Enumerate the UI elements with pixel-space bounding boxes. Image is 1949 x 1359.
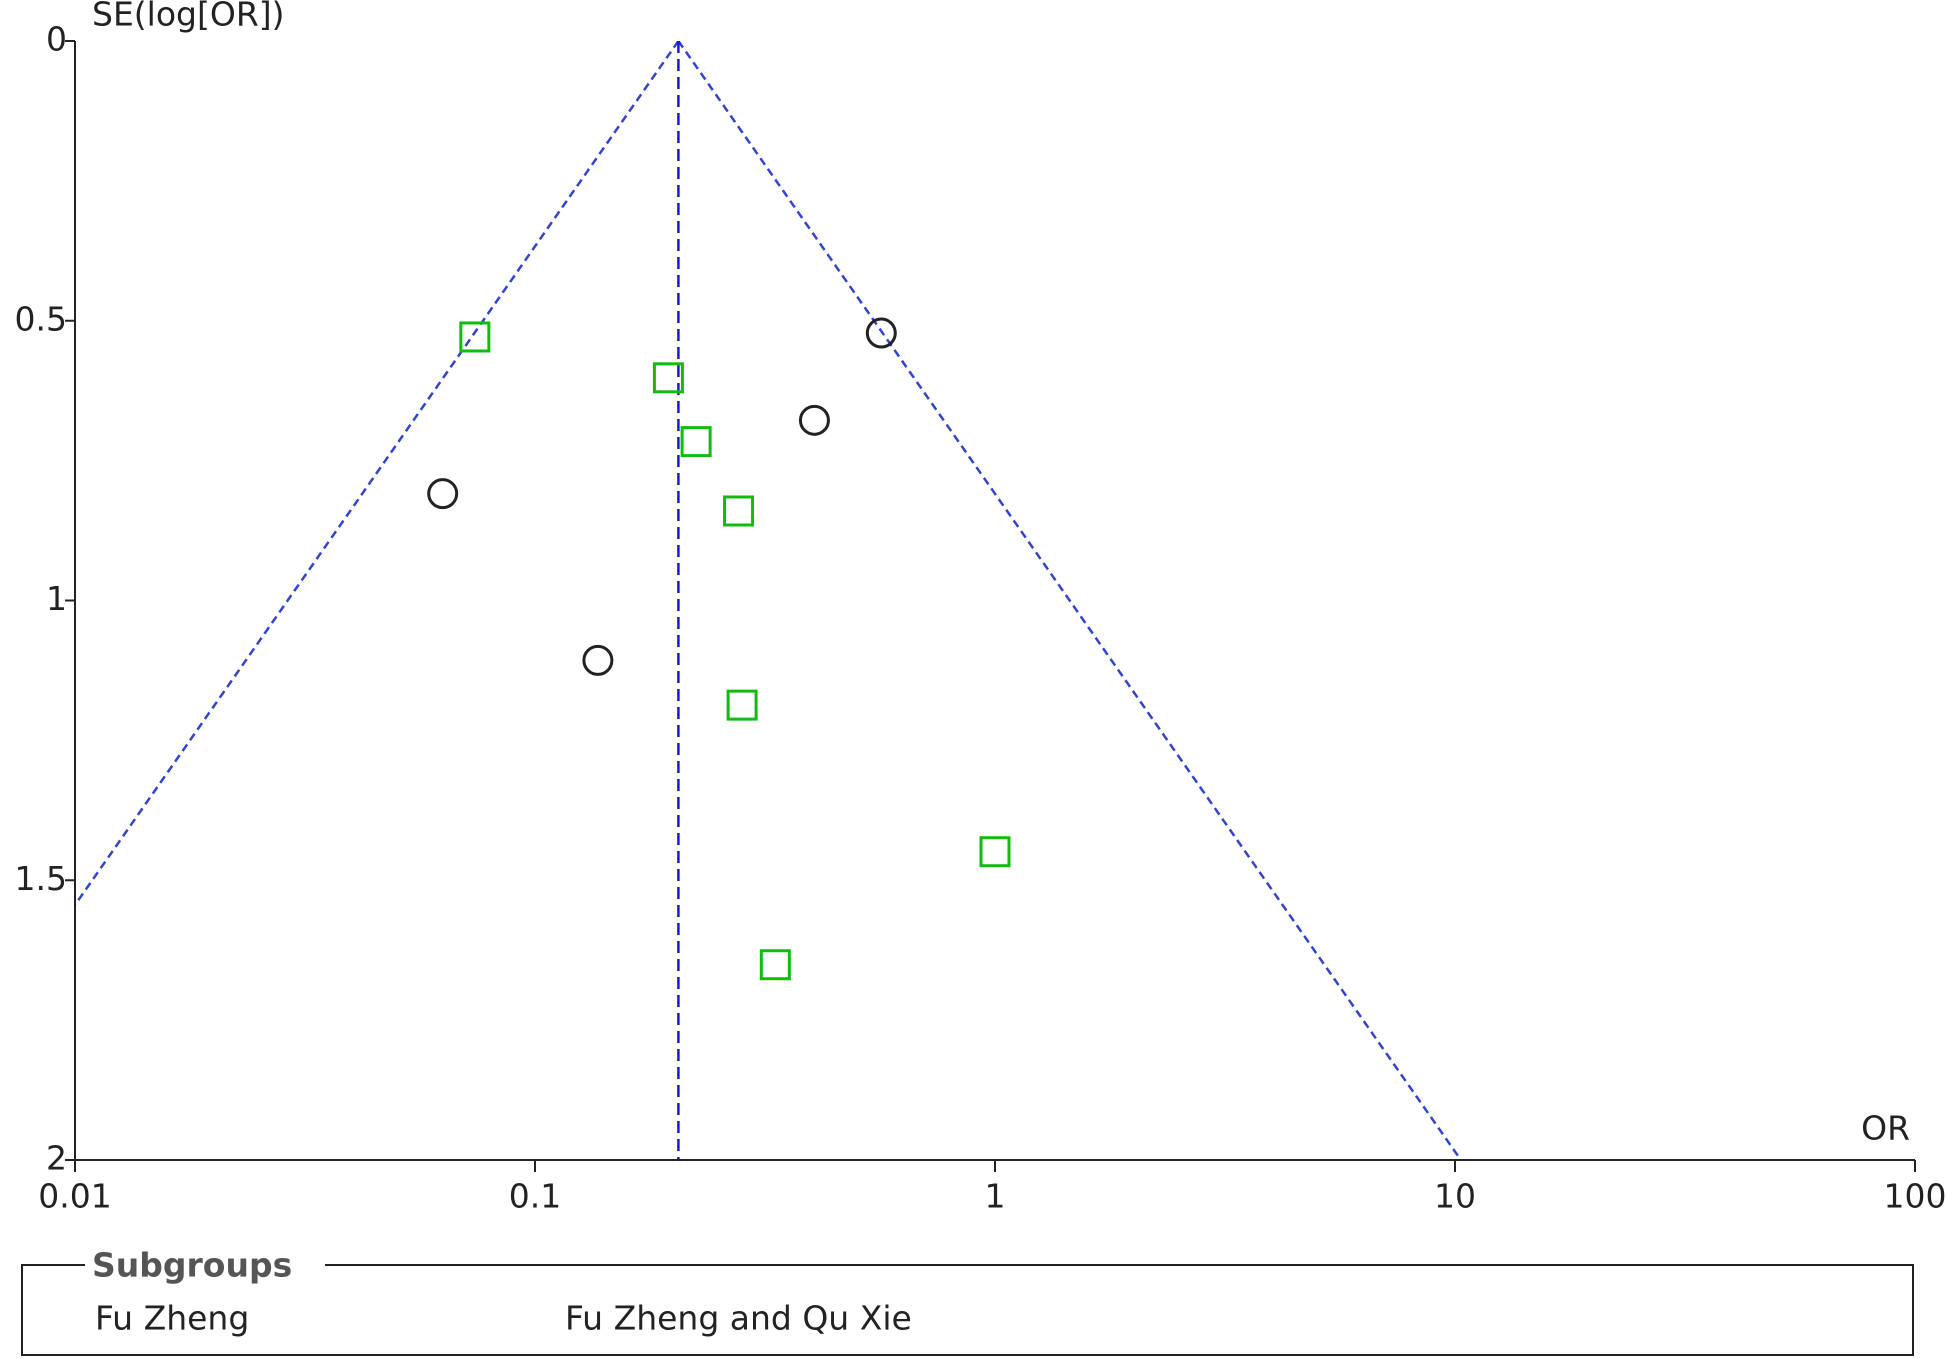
point xyxy=(759,949,791,981)
legend-title: Subgroups xyxy=(92,1246,292,1285)
point xyxy=(427,478,459,510)
legend-label: Fu Zheng xyxy=(95,1299,249,1338)
point xyxy=(652,362,684,394)
point xyxy=(459,321,491,353)
point xyxy=(865,317,897,349)
y-tick-label: 0.5 xyxy=(15,299,67,338)
legend-marker xyxy=(514,1296,542,1324)
y-tick-label: 0 xyxy=(46,20,67,59)
x-tick-label: 0.01 xyxy=(38,1177,111,1216)
point xyxy=(680,426,712,458)
legend-box xyxy=(21,1264,1914,1356)
legend-marker xyxy=(44,1296,72,1324)
y-tick-label: 1 xyxy=(46,579,67,618)
y-tick-label: 1.5 xyxy=(15,859,67,898)
point xyxy=(798,404,830,436)
funnel-line xyxy=(677,41,1462,1160)
point xyxy=(582,644,614,676)
funnel-line xyxy=(75,41,680,908)
x-tick-label: 10 xyxy=(1434,1177,1476,1216)
plot-area xyxy=(44,41,1462,1324)
x-axis-label: OR xyxy=(1861,1109,1910,1148)
point xyxy=(979,836,1011,868)
y-tick-label: 2 xyxy=(46,1139,67,1178)
legend-title-bg xyxy=(85,1250,325,1280)
point xyxy=(723,495,755,527)
x-tick-label: 100 xyxy=(1884,1177,1947,1216)
x-tick-label: 0.1 xyxy=(509,1177,561,1216)
y-axis-label: SE(log[OR]) xyxy=(92,0,285,34)
point xyxy=(726,689,758,721)
legend-label: Fu Zheng and Qu Xie xyxy=(565,1299,912,1338)
x-tick-label: 1 xyxy=(985,1177,1006,1216)
